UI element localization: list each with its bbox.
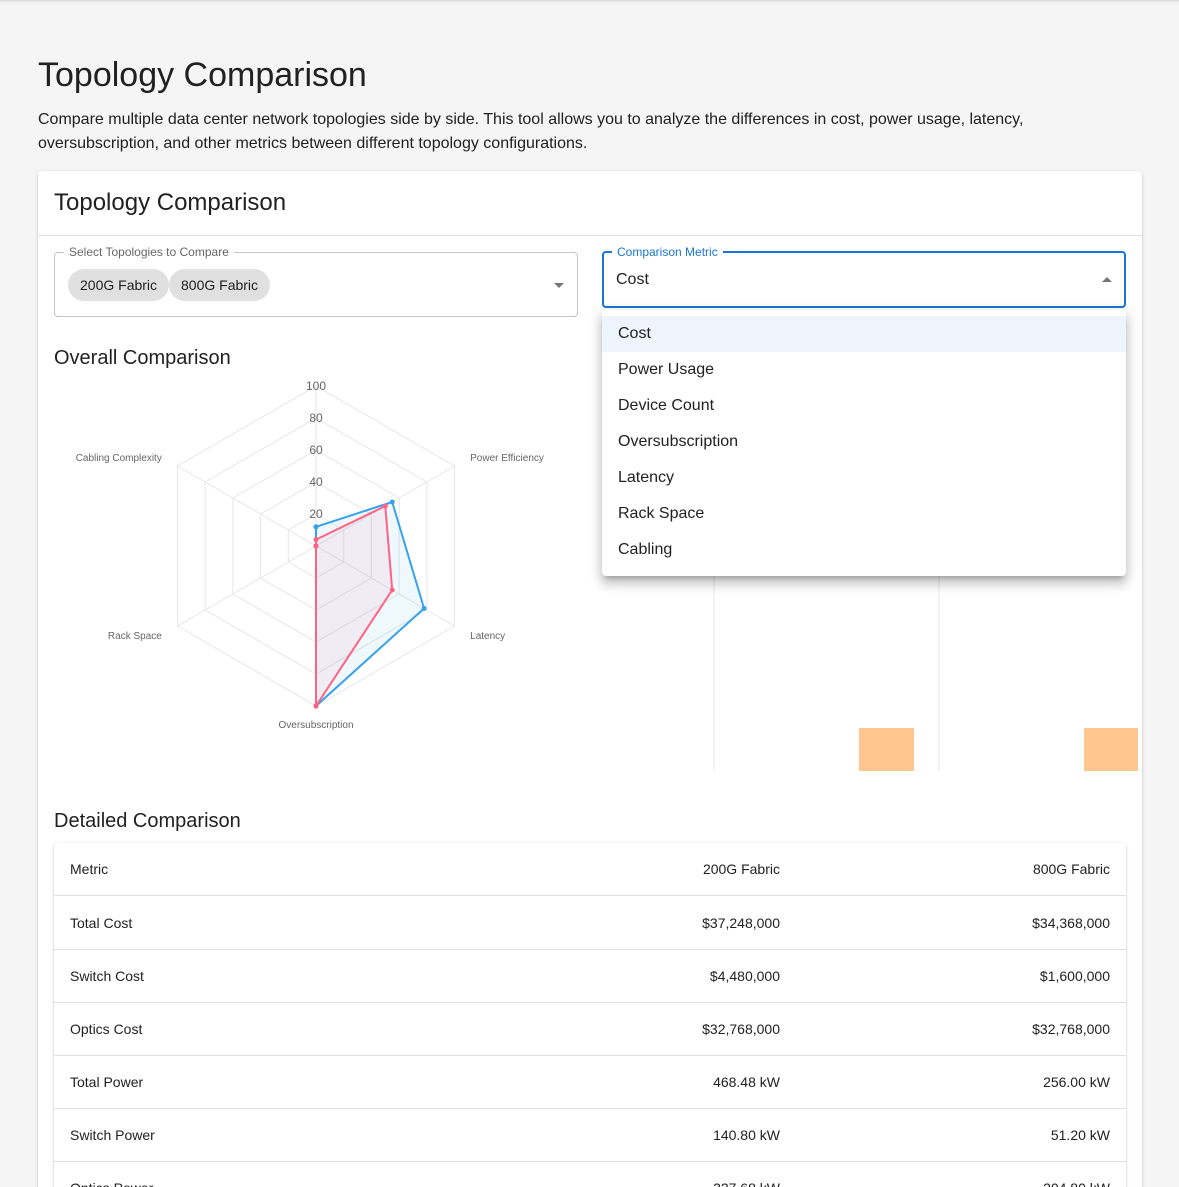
table-cell-metric: Switch Power: [70, 1127, 155, 1143]
radar-spoke: [177, 545, 317, 627]
table-cell-metric: Total Cost: [70, 915, 133, 931]
top-app-bar-shadow: [0, 0, 1179, 3]
table-cell-metric: Total Power: [70, 1074, 144, 1090]
card-title: Topology Comparison: [54, 189, 287, 216]
table-cell-800g: 51.20 kW: [1050, 1127, 1110, 1143]
detailed-comparison-title: Detailed Comparison: [54, 810, 241, 832]
radar-tick-label: 40: [309, 475, 323, 489]
page-title: Topology Comparison: [38, 56, 367, 94]
topology-multi-select[interactable]: Select Topologies to Compare 200G Fabric…: [54, 245, 578, 317]
table-row: Optics Cost $32,768,000 $32,768,000: [54, 1003, 1126, 1056]
radar-tick-label: 20: [309, 507, 323, 521]
menu-item-rack-space[interactable]: Rack Space: [618, 505, 705, 522]
detailed-comparison-table: Metric 200G Fabric 800G Fabric Total Cos…: [54, 843, 1126, 1187]
radar-point-800g-fabric: [313, 543, 319, 549]
radar-point-800g-fabric: [389, 587, 395, 593]
table-row: Total Power 468.48 kW 256.00 kW: [54, 1056, 1126, 1109]
topology-chip-200g[interactable]: 200G Fabric: [68, 269, 170, 301]
table-header-row: Metric 200G Fabric 800G Fabric: [54, 843, 1126, 896]
radar-axis-label-rack-space: Rack Space: [108, 631, 162, 642]
table-row: Total Cost $37,248,000 $34,368,000: [54, 897, 1126, 950]
menu-item-latency[interactable]: Latency: [618, 469, 675, 486]
radar-point-200g-fabric: [389, 499, 395, 505]
radar-axis-label-cabling-complexity: Cabling Complexity: [76, 453, 162, 464]
table-row: Switch Cost $4,480,000 $1,600,000: [54, 950, 1126, 1003]
radar-point-200g-fabric: [313, 524, 319, 530]
table-cell-200g: $32,768,000: [702, 1021, 780, 1037]
table-cell-200g: 468.48 kW: [713, 1074, 780, 1090]
radar-point-800g-fabric: [313, 537, 319, 543]
table-header-800g: 800G Fabric: [1032, 861, 1110, 877]
chevron-down-icon[interactable]: [554, 283, 564, 288]
radar-spoke: [315, 545, 455, 627]
menu-item-power-usage[interactable]: Power Usage: [618, 361, 715, 378]
table-cell-800g: $1,600,000: [1039, 968, 1110, 984]
table-cell-800g: 256.00 kW: [1043, 1074, 1110, 1090]
radar-axis-label-power-efficiency: Power Efficiency: [470, 453, 544, 464]
bar-200g-fabric-series-2: [859, 728, 914, 771]
page-description: Compare multiple data center network top…: [38, 111, 1024, 152]
table-header-200g: 200G Fabric: [702, 861, 780, 877]
table-cell-metric: Optics Cost: [70, 1021, 143, 1037]
card-divider: [38, 235, 1142, 236]
radar-tick-label: 60: [309, 443, 323, 457]
comparison-metric-menu: Cost Power Usage Device Count Oversubscr…: [602, 310, 1126, 576]
table-cell-metric: Switch Cost: [70, 968, 144, 984]
table-cell-800g: $34,368,000: [1032, 915, 1110, 931]
overall-comparison-title: Overall Comparison: [54, 347, 231, 369]
table-cell-200g: $37,248,000: [702, 915, 780, 931]
comparison-metric-select[interactable]: Comparison Metric Cost: [602, 245, 1126, 308]
radar-point-200g-fabric: [421, 605, 427, 611]
table-cell-200g: $4,480,000: [709, 968, 780, 984]
table-row: Optics Power 327.68 kW 204.80 kW: [54, 1162, 1126, 1187]
topology-select-label: Select Topologies to Compare: [64, 245, 234, 259]
table-cell-metric: Optics Power: [70, 1162, 153, 1187]
bar-800g-fabric-series-2: [1084, 728, 1138, 771]
table-cell-800g: 204.80 kW: [1043, 1162, 1110, 1187]
table-cell-200g: 327.68 kW: [713, 1162, 780, 1187]
radar-tick-label: 100: [306, 381, 326, 393]
radar-point-800g-fabric: [313, 703, 319, 709]
comparison-metric-label: Comparison Metric: [612, 245, 723, 259]
radar-tick-label: 80: [309, 411, 323, 425]
bar-y-tick-label: 15,000,000: [642, 770, 702, 772]
radar-point-800g-fabric: [382, 503, 388, 509]
radar-axis-label-latency: Latency: [470, 631, 505, 642]
table-cell-800g: $32,768,000: [1032, 1021, 1110, 1037]
menu-item-oversubscription[interactable]: Oversubscription: [618, 433, 739, 450]
table-row: Switch Power 140.80 kW 51.20 kW: [54, 1109, 1126, 1162]
bar-chart: 05,000,00010,000,00015,000,000200G Fabri…: [642, 551, 1138, 772]
comparison-metric-value: Cost: [616, 271, 649, 288]
chevron-up-icon[interactable]: [1102, 277, 1112, 282]
radar-spoke: [177, 465, 317, 547]
radar-series-800g-fabric: [315, 504, 394, 710]
menu-item-cost[interactable]: Cost: [602, 316, 1126, 352]
table-cell-200g: 140.80 kW: [713, 1127, 780, 1143]
table-header-metric: Metric: [70, 861, 109, 877]
menu-item-device-count[interactable]: Device Count: [618, 397, 715, 414]
radar-axis-label-oversubscription: Oversubscription: [278, 720, 353, 731]
menu-item-cabling[interactable]: Cabling: [618, 541, 673, 558]
topology-chip-800g[interactable]: 800G Fabric: [169, 269, 271, 301]
